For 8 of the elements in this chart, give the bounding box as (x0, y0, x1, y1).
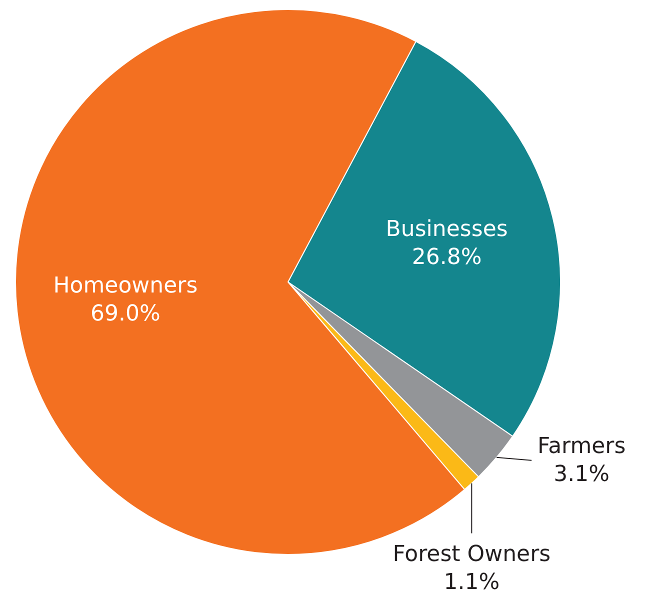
slice-label: Businesses (386, 216, 508, 242)
data-label: 26.8% (412, 244, 482, 270)
data-label: 69.0% (90, 301, 160, 326)
data-label: 1.1% (444, 570, 500, 596)
slice-label: Forest Owners (392, 542, 551, 568)
slice-label: Farmers (537, 434, 626, 460)
slice-label: Homeowners (53, 273, 198, 298)
data-label: 3.1% (554, 462, 610, 488)
